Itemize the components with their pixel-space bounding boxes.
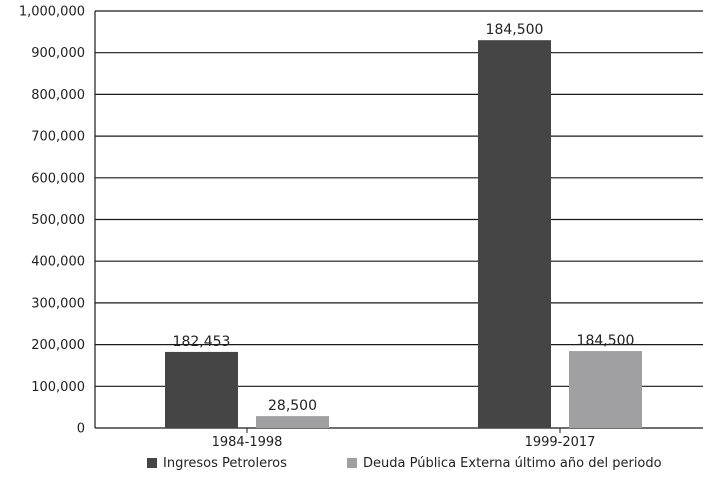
legend-label: Deuda Pública Externa último año del per… bbox=[363, 456, 662, 471]
y-tick-label: 500,000 bbox=[31, 213, 85, 228]
gridlines bbox=[95, 10, 703, 387]
bar-deuda-publica-externa-1999-2017 bbox=[569, 351, 642, 428]
y-tick-label: 200,000 bbox=[31, 338, 85, 353]
x-tick-label: 1984-1998 bbox=[212, 435, 283, 450]
x-tick-label: 1999-2017 bbox=[525, 435, 596, 450]
y-tick-labels: 0 100,000 200,000 300,000 400,000 500,000 600,… bbox=[19, 5, 85, 437]
data-label: 184,500 bbox=[486, 22, 544, 38]
data-label: 184,500 bbox=[577, 333, 635, 349]
legend-swatch bbox=[147, 458, 157, 468]
bar-ingresos-petroleros-1999-2017 bbox=[478, 40, 551, 428]
legend: Ingresos Petroleros Deuda Pública Externa… bbox=[147, 456, 662, 471]
y-tick-label: 700,000 bbox=[31, 130, 85, 145]
bars bbox=[165, 40, 642, 428]
legend-label: Ingresos Petroleros bbox=[163, 456, 287, 471]
y-tick-label: 800,000 bbox=[31, 88, 85, 103]
data-label: 182,453 bbox=[173, 334, 231, 350]
x-tick-labels: 1984-1998 1999-2017 bbox=[212, 428, 596, 450]
y-tick-label: 100,000 bbox=[31, 380, 85, 395]
data-labels: 182,453 28,500 184,500 184,500 bbox=[173, 22, 635, 414]
bar-ingresos-petroleros-1984-1998 bbox=[165, 351, 238, 428]
y-tick-label: 900,000 bbox=[31, 46, 85, 61]
legend-swatch bbox=[347, 458, 357, 468]
y-tick-label: 400,000 bbox=[31, 255, 85, 270]
y-tick-label: 300,000 bbox=[31, 296, 85, 311]
y-tick-label: 1,000,000 bbox=[19, 5, 85, 20]
y-tick-label: 600,000 bbox=[31, 171, 85, 186]
y-tick-label: 0 bbox=[77, 422, 85, 437]
data-label: 28,500 bbox=[268, 398, 317, 414]
bar-deuda-publica-externa-1984-1998 bbox=[256, 416, 329, 428]
